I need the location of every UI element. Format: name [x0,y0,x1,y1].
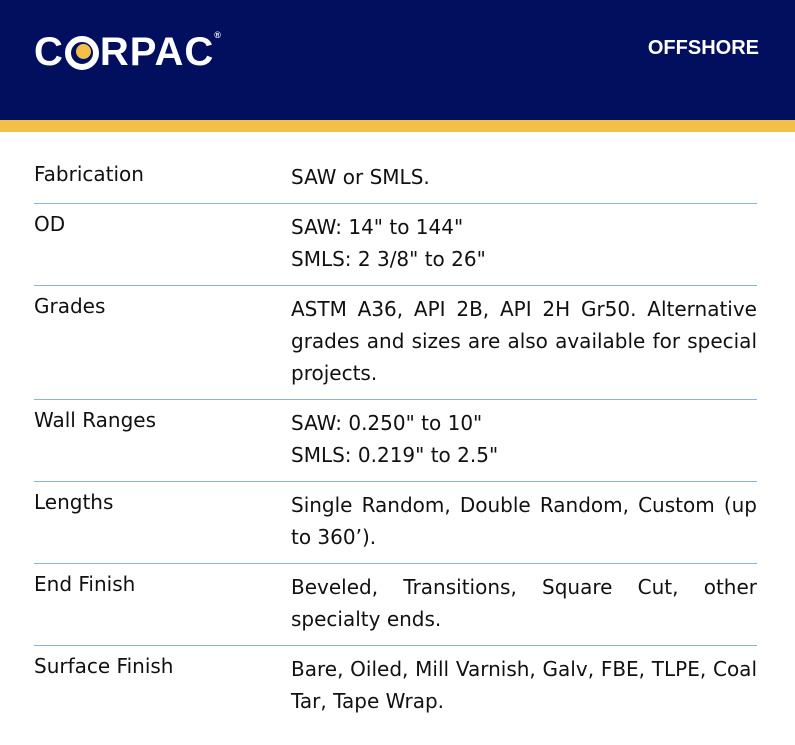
spec-value: SAW: 14" to 144" SMLS: 2 3/8" to 26" [291,208,757,275]
spec-value-line: SAW: 0.250" to 10" [291,411,483,435]
spec-row: OD SAW: 14" to 144" SMLS: 2 3/8" to 26" [34,204,757,286]
spec-label: Grades [34,294,106,318]
spec-row: Fabrication SAW or SMLS. [34,154,757,204]
spec-label: Wall Ranges [34,408,157,432]
corpac-logo: C RPAC ® [34,30,222,74]
spec-value-line: SAW: 14" to 144" [291,215,464,239]
spec-value-line: SMLS: 2 3/8" to 26" [291,247,486,271]
spec-label: Fabrication [34,162,144,186]
tagline: OFFSHORE [647,37,759,59]
spec-label: End Finish [34,572,136,596]
spec-value: ASTM A36, API 2B, API 2H Gr50. Alternati… [291,297,757,385]
spec-value: Beveled, Transitions, Square Cut, other … [291,575,757,631]
spec-label: Surface Finish [34,654,174,678]
spec-label: Lengths [34,490,114,514]
spec-table: Fabrication SAW or SMLS. OD SAW: 14" to 144… [34,154,757,727]
spec-label: OD [34,212,66,236]
spec-value-line: SMLS: 0.219" to 2.5" [291,443,499,467]
spec-row: Grades ASTM A36, API 2B, API 2H Gr50. Alt… [34,286,757,400]
spec-value: Single Random, Double Random, Custom (up… [291,493,757,549]
spec-row: End Finish Beveled, Transitions, Square C… [34,564,757,646]
spec-row: Lengths Single Random, Double Random, Cus… [34,482,757,564]
spec-row: Surface Finish Bare, Oiled, Mill Varnish,… [34,646,757,727]
spec-value: SAW or SMLS. [291,158,757,193]
spec-value: SAW: 0.250" to 10" SMLS: 0.219" to 2.5" [291,404,757,471]
spec-value: Bare, Oiled, Mill Varnish, Galv, FBE, TL… [291,657,757,713]
gold-band [0,120,795,132]
spec-value-line: SAW or SMLS. [291,165,430,189]
spec-row: Wall Ranges SAW: 0.250" to 10" SMLS: 0.219… [34,400,757,482]
header: C RPAC ® OFFSHORE [0,0,795,120]
